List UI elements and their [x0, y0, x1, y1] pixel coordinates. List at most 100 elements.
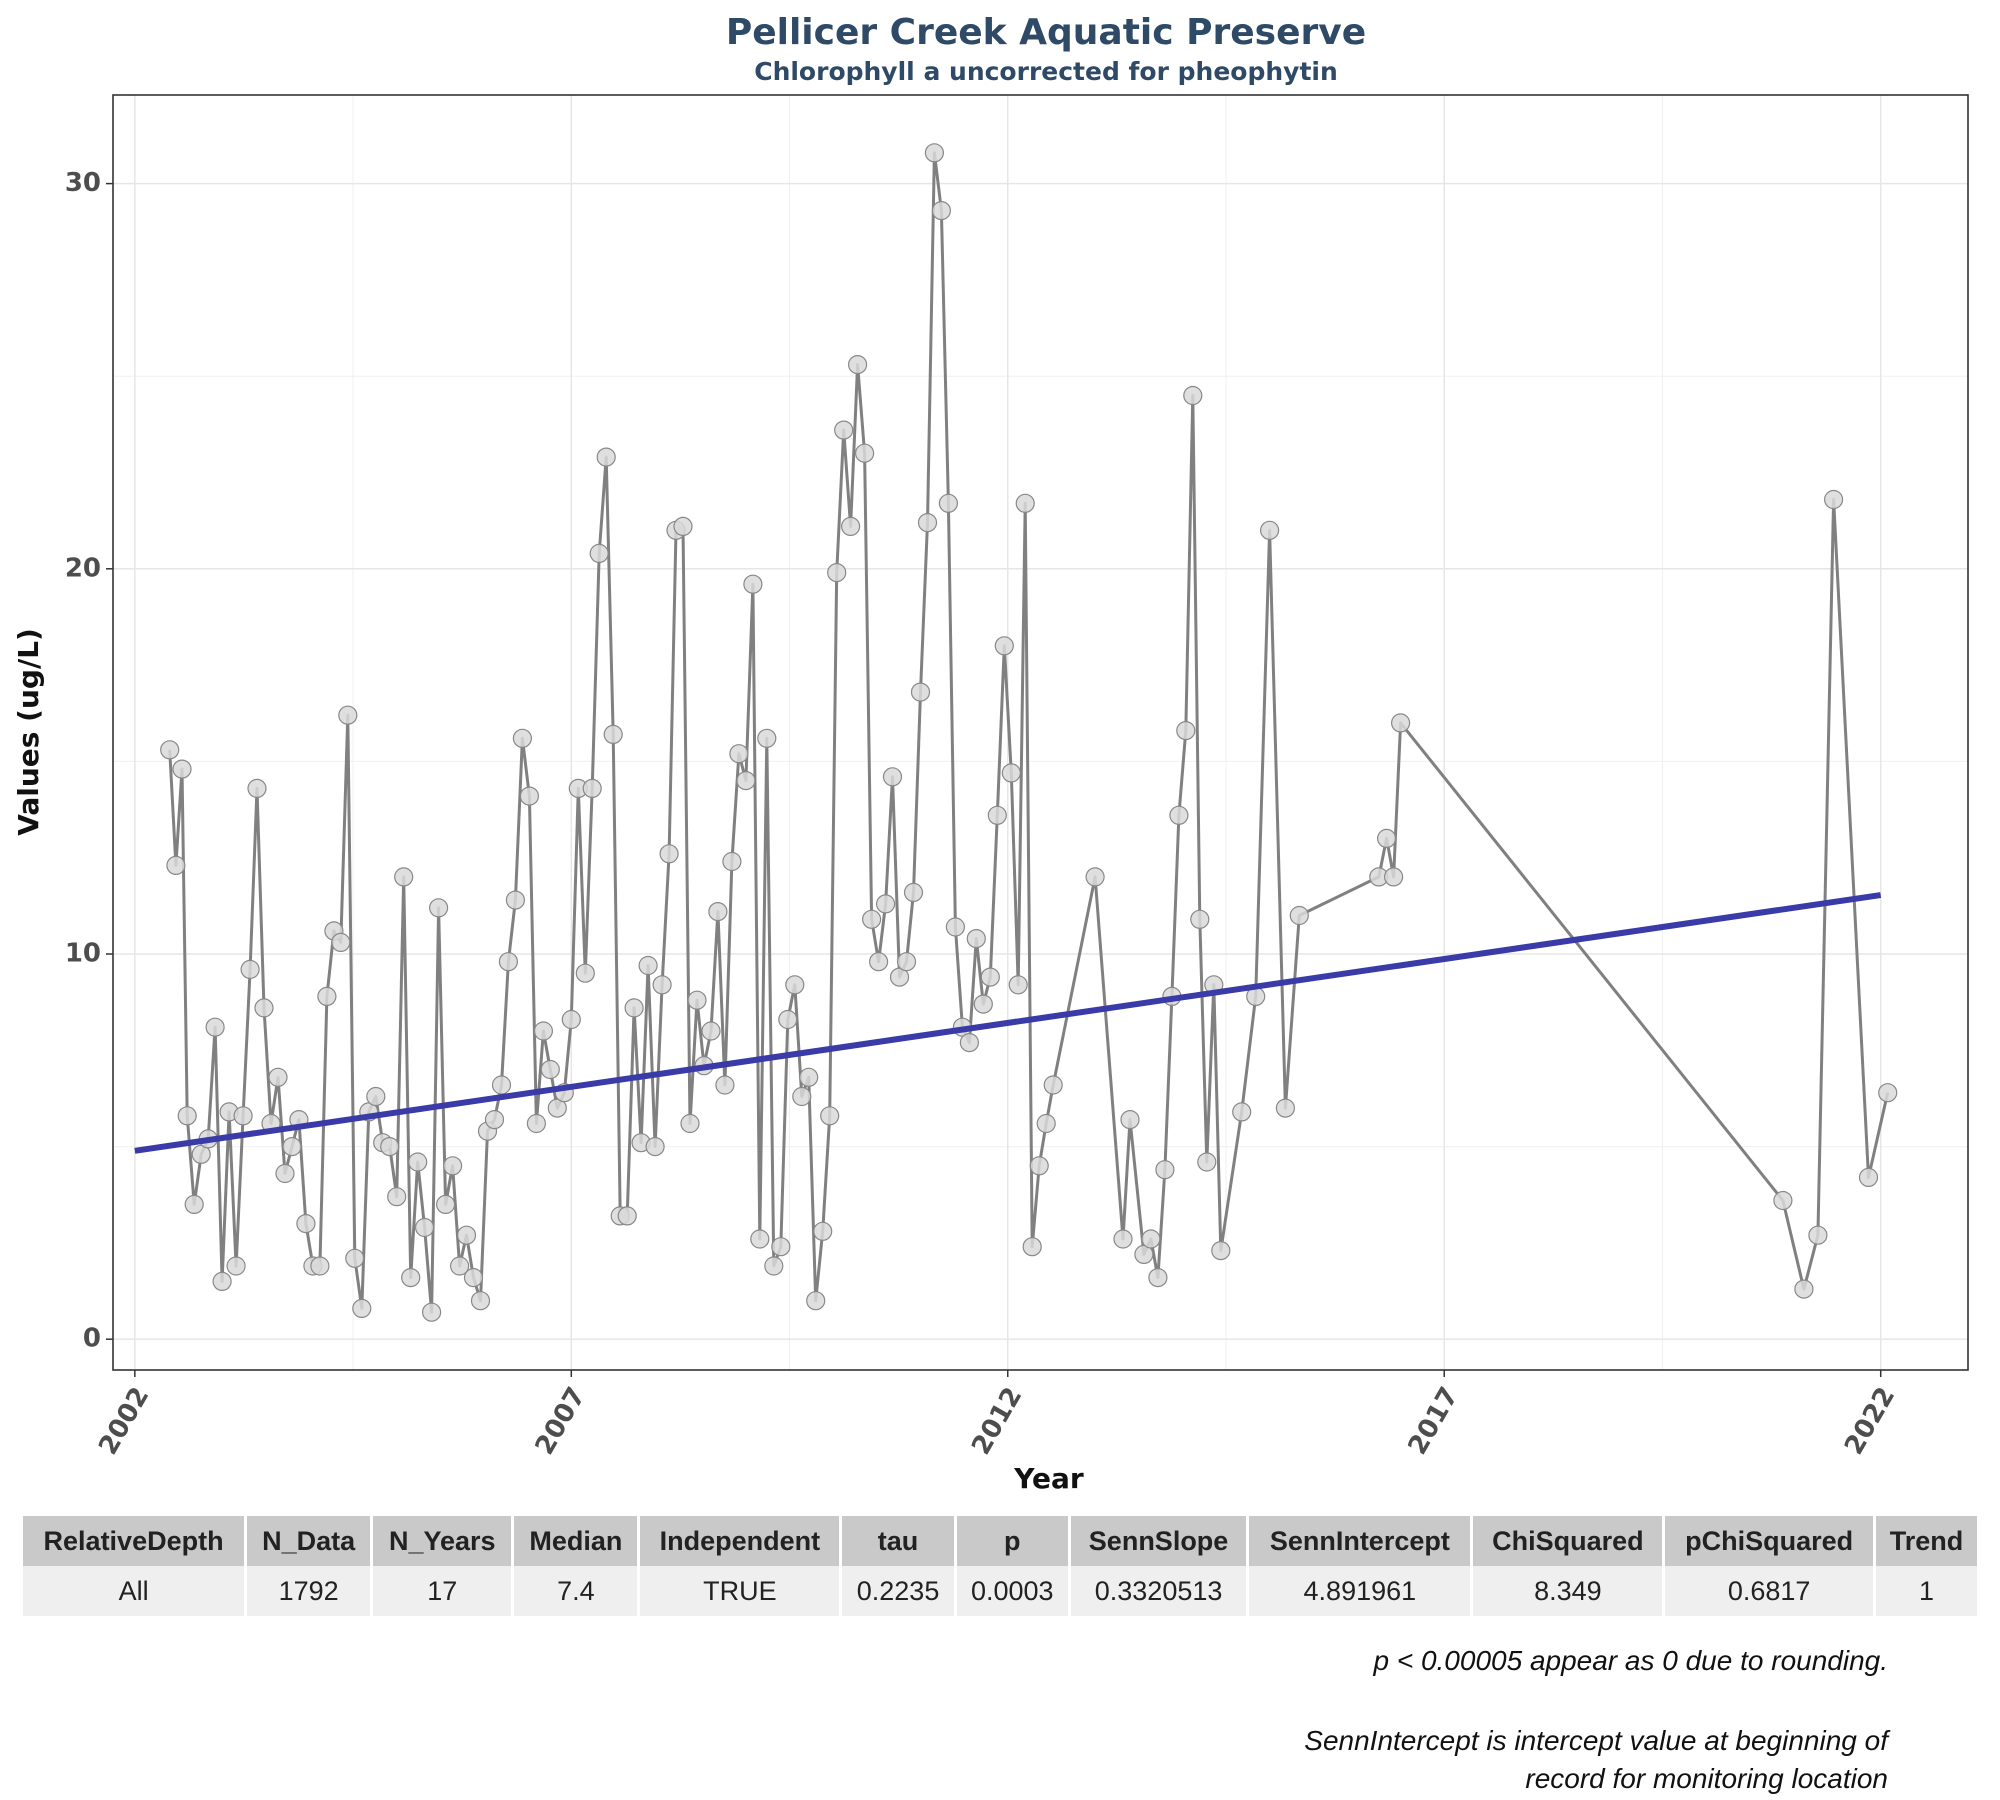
- stats-header-cell: N_Years: [373, 1516, 512, 1566]
- data-point: [861, 909, 882, 929]
- data-point: [910, 682, 931, 702]
- data-point: [820, 1106, 840, 1126]
- data-point: [708, 901, 728, 922]
- data-point: [484, 1109, 505, 1130]
- stats-body: All 1792 17 7.4 TRUE 0.2235 0.0003 0.3320513 4.8…: [23, 1566, 1977, 1616]
- data-point: [729, 744, 749, 764]
- data-point: [778, 1009, 798, 1030]
- data-point: [254, 998, 274, 1018]
- data-point: [519, 786, 540, 806]
- data-point: [456, 1225, 477, 1245]
- y-tick-label: 20: [65, 553, 101, 583]
- data-point: [436, 1194, 456, 1215]
- data-point: [352, 1298, 372, 1319]
- data-point: [750, 1229, 770, 1249]
- data-point: [526, 1113, 547, 1134]
- data-point: [764, 1256, 784, 1276]
- chart-title: Pellicer Creek Aquatic Preserve: [726, 12, 1366, 53]
- data-point: [498, 952, 518, 972]
- data-point: [1259, 520, 1280, 540]
- data-point: [268, 1067, 288, 1087]
- data-point: [540, 1059, 560, 1080]
- stats-cell: All: [23, 1566, 245, 1616]
- data-point: [980, 967, 1000, 987]
- data-point: [1390, 713, 1411, 733]
- data-point: [987, 805, 1007, 825]
- data-point: [806, 1291, 826, 1311]
- data-point: [680, 1113, 700, 1134]
- data-point: [1858, 1167, 1879, 1188]
- data-point: [317, 986, 337, 1007]
- stats-cell: 17: [373, 1566, 512, 1616]
- data-point: [1141, 1229, 1161, 1249]
- data-point: [771, 1237, 791, 1257]
- stats-cell: 4.891961: [1249, 1566, 1471, 1616]
- data-point: [575, 963, 595, 983]
- data-point: [470, 1291, 491, 1311]
- data-point: [422, 1302, 442, 1322]
- data-point: [1275, 1098, 1296, 1118]
- data-point: [757, 728, 777, 748]
- data-point: [443, 1156, 463, 1176]
- stats-cell: 0.0003: [956, 1566, 1068, 1616]
- trend-line: [134, 892, 1882, 1154]
- data-series: [160, 143, 1898, 1322]
- data-point: [1773, 1190, 1793, 1211]
- data-point: [282, 1136, 302, 1157]
- data-point: [966, 928, 986, 949]
- chart-figure: Pellicer Creek Aquatic Preserve Chloroph…: [12, 12, 1969, 1495]
- data-point: [624, 998, 644, 1018]
- data-point: [1120, 1109, 1140, 1130]
- data-point: [345, 1248, 365, 1268]
- gridlines: [113, 95, 1968, 1370]
- data-point: [450, 1256, 470, 1276]
- data-point: [1001, 763, 1021, 783]
- data-point: [226, 1256, 246, 1276]
- data-point: [722, 851, 742, 872]
- stats-cell: 0.6817: [1665, 1566, 1873, 1616]
- data-point: [160, 740, 180, 760]
- data-point: [491, 1075, 512, 1095]
- data-point: [715, 1075, 735, 1095]
- data-point: [813, 1221, 833, 1241]
- data-point: [366, 1086, 386, 1107]
- data-point: [973, 994, 993, 1014]
- data-point: [1043, 1075, 1063, 1095]
- data-point: [603, 724, 623, 745]
- stats-header-cell: N_Data: [247, 1516, 371, 1566]
- data-point: [792, 1086, 812, 1107]
- data-point: [834, 420, 854, 440]
- data-point: [736, 770, 756, 791]
- stats-header-cell: pChiSquared: [1665, 1516, 1873, 1566]
- data-point: [847, 355, 868, 375]
- intercept-note-line-2: record for monitoring location: [1525, 1763, 1888, 1794]
- chart-subtitle: Chlorophyll a uncorrected for pheophytin: [754, 57, 1338, 86]
- plot-panel: [112, 94, 1969, 1371]
- data-point: [1190, 909, 1210, 929]
- data-point: [177, 1106, 197, 1126]
- stats-header-row: RelativeDepth N_Data N_Years Median Independ…: [23, 1516, 1977, 1566]
- stats-row: All 1792 17 7.4 TRUE 0.2235 0.0003 0.3320513 4.8…: [23, 1566, 1977, 1616]
- data-point: [1022, 1237, 1042, 1257]
- data-point: [1155, 1160, 1175, 1180]
- data-point: [1085, 867, 1105, 887]
- data-point: [1878, 1083, 1898, 1103]
- data-point: [505, 890, 526, 910]
- data-point: [868, 952, 889, 972]
- data-point: [1794, 1279, 1814, 1299]
- data-point: [924, 143, 945, 163]
- stats-cell: 7.4: [514, 1566, 638, 1616]
- data-point: [1015, 493, 1035, 513]
- stats-header-cell: Median: [514, 1516, 638, 1566]
- data-point: [896, 952, 917, 972]
- data-point: [959, 1032, 980, 1053]
- stats-cell: TRUE: [640, 1566, 840, 1616]
- data-point: [875, 894, 896, 914]
- x-axis-title: Year: [1013, 1462, 1084, 1495]
- axes: 2002 2007 2012 2017 2022 0 10 20 30: [65, 168, 1901, 1460]
- stats-header-cell: SennIntercept: [1249, 1516, 1471, 1566]
- data-point: [645, 1136, 665, 1157]
- data-point: [582, 778, 602, 799]
- data-point: [1376, 828, 1397, 849]
- stats-header-cell: Trend: [1875, 1516, 1977, 1566]
